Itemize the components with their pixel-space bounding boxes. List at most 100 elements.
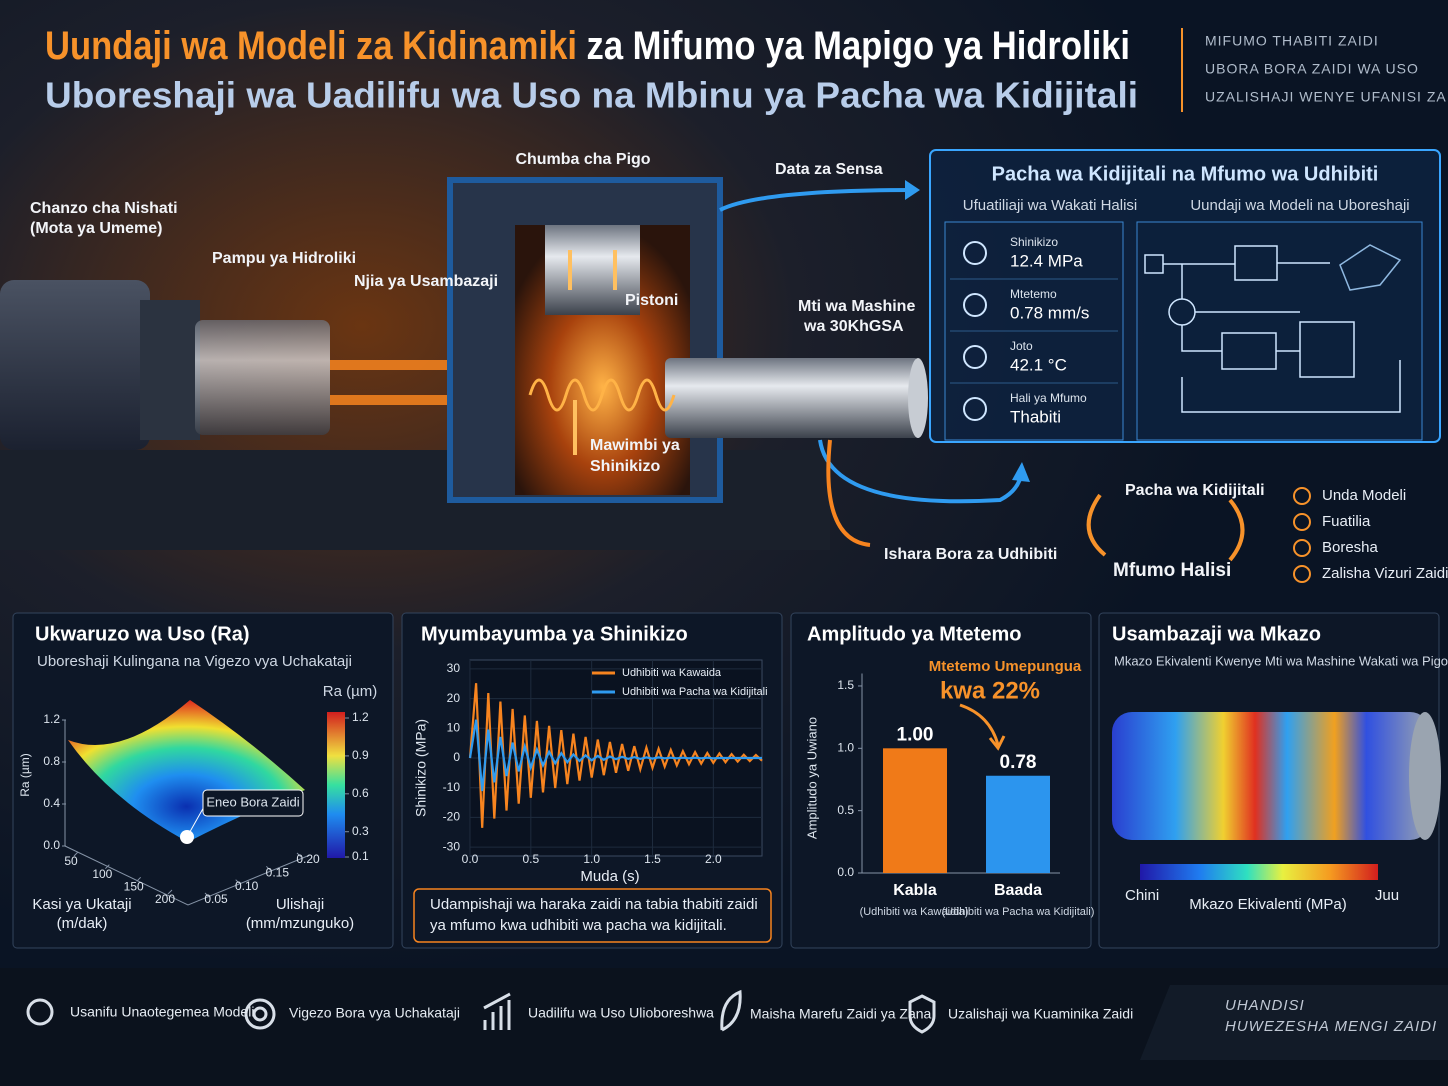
annotation-box (202, 789, 304, 817)
title-white: za Mifumo ya Mapigo ya Hidroliki (587, 24, 1130, 68)
z-tick-label: 0.0 (43, 838, 60, 852)
y-tick-label: 30 (447, 661, 461, 675)
label: Ishara Bora za Udhibiti (884, 546, 1057, 563)
label: wa 30KhGSA (803, 318, 904, 335)
pipe (330, 360, 450, 405)
block-diagram (1144, 244, 1402, 413)
x-tick-label: 150 (124, 880, 144, 894)
reading-label: Joto (1010, 339, 1033, 353)
y-tick-label: 1.0 (837, 740, 854, 754)
reading-icon (963, 345, 987, 369)
label: Mawimbi ya (590, 437, 680, 454)
check-item: Fuatilia (1322, 513, 1371, 530)
tick (167, 889, 173, 895)
reading-label: Shinikizo (1010, 235, 1058, 249)
model-box (1136, 221, 1423, 441)
y-tick-label: -30 (443, 839, 461, 853)
colorbar-tick-label: 1.2 (352, 710, 369, 724)
check-icon (1293, 565, 1311, 583)
check-icon (1293, 539, 1311, 557)
z-tick-label: 0.8 (43, 754, 60, 768)
bar (883, 748, 947, 873)
label: Pacha wa Kidijitali (1125, 482, 1265, 499)
y-tick-label: 0.5 (837, 803, 854, 817)
tick (296, 852, 302, 858)
x-tick-label: 200 (155, 892, 175, 906)
monitor-box (944, 221, 1124, 441)
caption: ya mfumo kwa udhibiti wa pacha wa kidiji… (430, 917, 727, 934)
footer-item: Uadilifu wa Uso Ulioboreshwa (528, 1005, 714, 1021)
y-label: (mm/mzunguko) (246, 915, 354, 932)
y-tick-label: 0.15 (266, 866, 290, 880)
diagram-labels: Chumba cha Pigo Chanzo cha Nishati (Mota… (30, 151, 1265, 581)
piston (545, 225, 640, 315)
legend-label: Udhibiti wa Pacha wa Kidijitali (622, 686, 768, 698)
y-label: Ulishaji (276, 896, 324, 913)
colorbar-tick-label: 0.3 (352, 824, 369, 838)
caption: Udampishaji wa haraka zaidi na tabia tha… (430, 896, 758, 913)
benefit: MIFUMO THABITI ZAIDI (1205, 33, 1379, 49)
tick (265, 865, 271, 871)
y-tick-label: 0.05 (204, 892, 228, 906)
x-label: Kasi ya Ukataji (32, 896, 131, 913)
footer-item: Vigezo Bora vya Uchakataji (289, 1005, 460, 1021)
z-label: Ra (µm) (18, 753, 32, 797)
benefit: UZALISHAJI WENYE UFANISI ZAIDI (1205, 89, 1448, 105)
leader (186, 804, 206, 838)
reading-value: 0.78 mm/s (1010, 303, 1089, 322)
footer-item: Usanifu Unaotegemea Modeli (70, 1004, 254, 1020)
label: Pampu ya Hidroliki (212, 250, 356, 267)
panel (929, 149, 1441, 443)
y-tick-label: 0 (453, 750, 460, 764)
label: Mti wa Mashine (798, 298, 915, 315)
check-item: Unda Modeli (1322, 487, 1406, 504)
series-line (468, 683, 763, 828)
colorbar-low: Chini (1125, 887, 1159, 904)
bar (986, 775, 1050, 873)
x-tick-label: 1.0 (583, 852, 600, 866)
series-line (468, 719, 762, 792)
model-title: Uundaji wa Modeli na Uboreshaji (1190, 197, 1409, 214)
check-item: Boresha (1322, 539, 1379, 556)
legend-label: Udhibiti wa Kawaida (622, 667, 722, 679)
arrowhead (1012, 462, 1030, 482)
panel-title: Myumbayumba ya Shinikizo (421, 623, 688, 645)
x-tick-label: 50 (64, 854, 78, 868)
tick (204, 892, 210, 898)
footer-item: Maisha Marefu Zaidi ya Zana (750, 1006, 932, 1022)
panel-subtitle: Uboreshaji Kulingana na Vigezo vya Uchak… (37, 653, 352, 670)
feedback-arrow (818, 439, 1024, 504)
tick (136, 876, 142, 882)
y-tick-label: 1.5 (837, 678, 854, 692)
reading-value: Thabiti (1010, 407, 1061, 426)
annotation: kwa 22% (940, 677, 1040, 704)
reading-icon (963, 241, 987, 265)
colorbar-label: Ra (µm) (323, 683, 377, 700)
annotation-arrow (959, 703, 1006, 751)
label: Chanzo cha Nishati (30, 200, 178, 217)
sensor-arrow (719, 188, 916, 212)
arrows (568, 250, 617, 455)
colorbar (1140, 864, 1378, 880)
title-orange: Uundaji wa Modeli za Kidinamiki (45, 24, 577, 68)
motor (0, 280, 150, 450)
reading-icon (963, 293, 987, 317)
category-label: Baada (994, 882, 1042, 899)
twin-panel: Pacha wa Kidijitali na Mfumo wa Udhibiti… (929, 149, 1441, 443)
y-tick-label: 0.10 (235, 879, 259, 893)
y-tick-label: 0.20 (296, 852, 320, 866)
reading-label: Hali ya Mfumo (1010, 391, 1087, 405)
label: Mfumo Halisi (1113, 560, 1231, 581)
tagline: UHANDISI (1225, 997, 1305, 1014)
colorbar (327, 712, 345, 858)
arrowhead (905, 180, 920, 200)
panel-title: Ukwaruzo wa Uso (Ra) (35, 623, 249, 645)
label: (Mota ya Umeme) (30, 220, 162, 237)
x-tick-label: 2.0 (705, 852, 722, 866)
shaft-end (1409, 712, 1441, 840)
label: Shinikizo (590, 458, 660, 475)
title: Uundaji wa Modeli za Kidinamiki za Mifum… (45, 24, 1130, 68)
tick (104, 864, 110, 870)
y-tick-label: -20 (443, 810, 461, 824)
